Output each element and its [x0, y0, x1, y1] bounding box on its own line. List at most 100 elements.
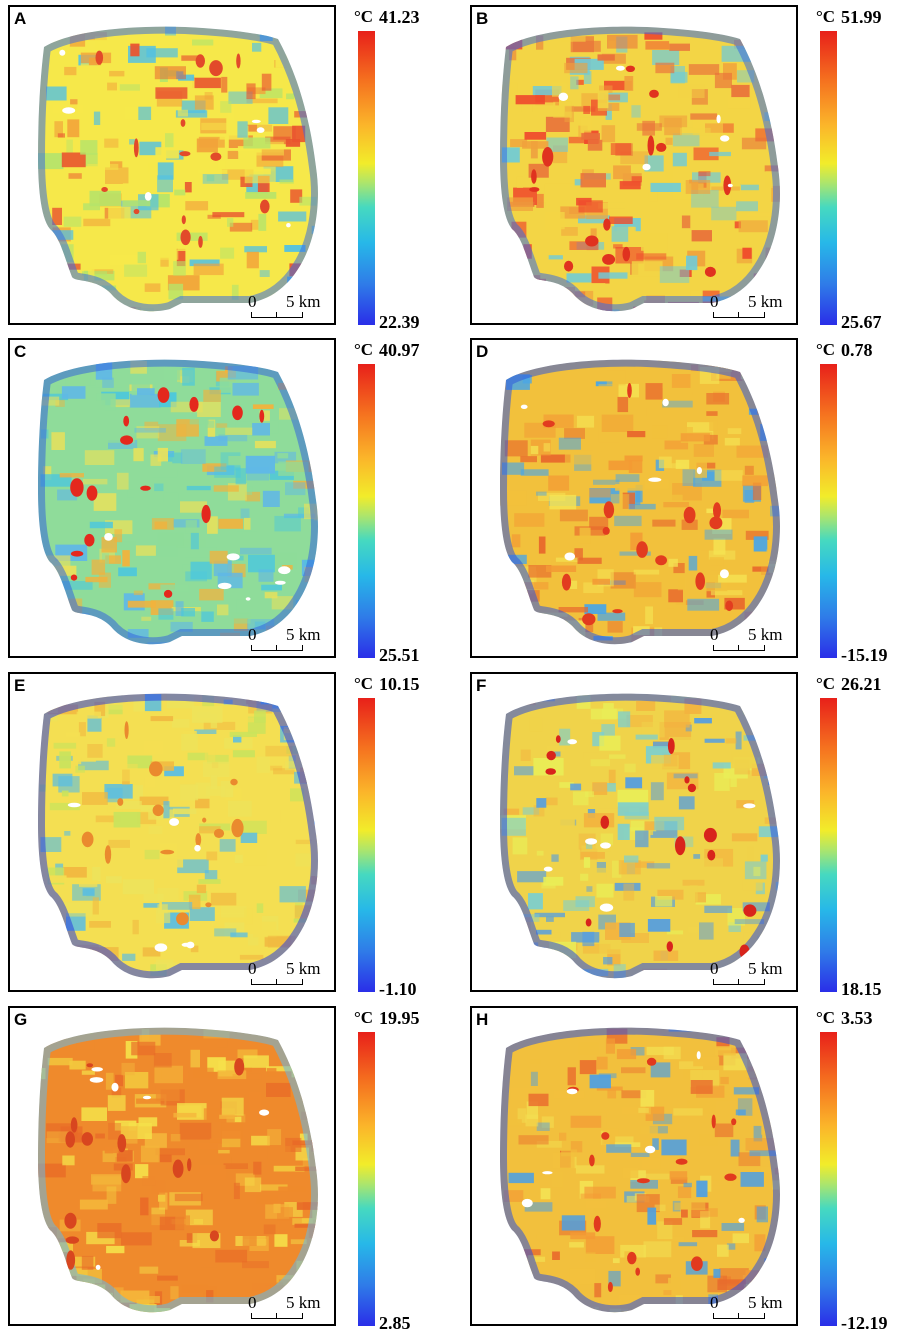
- temperature-cell: [599, 85, 613, 93]
- map-frame: G 0 5 km: [8, 1006, 336, 1326]
- temperature-cell: [157, 783, 167, 789]
- temperature-cell: [157, 1275, 178, 1281]
- hot-spot: [160, 849, 175, 855]
- scale-bar: 0 5 km: [704, 293, 794, 323]
- temperature-cell: [690, 1080, 713, 1094]
- temperature-cell: [144, 283, 161, 292]
- scale-tick: [764, 645, 765, 650]
- temperature-cell: [744, 465, 754, 475]
- hot-spot: [635, 1267, 640, 1276]
- temperature-cell: [540, 454, 571, 463]
- temperature-cell: [105, 1072, 114, 1090]
- temperature-cell: [633, 306, 647, 312]
- temperature-cell: [741, 137, 767, 150]
- scale-bar: 0 5 km: [242, 960, 332, 990]
- temperature-cell: [617, 396, 629, 413]
- no-data-gap: [719, 569, 729, 579]
- temperature-cell: [292, 1140, 314, 1146]
- temperature-cell: [227, 218, 234, 227]
- temperature-cell: [63, 216, 82, 227]
- temperature-cell: [776, 431, 780, 443]
- hot-spot: [703, 827, 717, 843]
- temperature-cell: [197, 169, 228, 174]
- temperature-cell: [685, 180, 711, 194]
- temperature-cell: [601, 724, 615, 737]
- temperature-cell: [143, 893, 164, 902]
- no-data-gap: [67, 802, 81, 808]
- temperature-cell: [581, 133, 600, 140]
- colorbar-min: 22.39: [379, 312, 420, 332]
- temperature-cell: [225, 788, 242, 801]
- no-data-gap: [696, 1051, 701, 1060]
- temperature-cell: [248, 704, 273, 714]
- no-data-gap: [720, 135, 730, 142]
- temperature-cell: [529, 717, 543, 732]
- temperature-cell: [286, 93, 295, 100]
- temperature-cell: [246, 251, 259, 269]
- hot-spot: [195, 54, 205, 68]
- temperature-cell: [265, 136, 291, 145]
- temperature-cell: [583, 813, 615, 828]
- temperature-cell: [558, 437, 581, 450]
- hot-spot: [95, 50, 104, 65]
- colorbar-unit: °C: [354, 340, 374, 359]
- scale-line: [251, 317, 303, 318]
- panel-d: D 0 5 km °C 0.78 -15.19: [470, 338, 900, 665]
- temperature-cell: [773, 422, 780, 427]
- temperature-cell: [665, 169, 673, 182]
- temperature-cell: [261, 73, 272, 91]
- temperature-cell: [151, 470, 178, 478]
- temperature-cell: [301, 1218, 313, 1224]
- temperature-cell: [706, 1180, 738, 1186]
- temperature-cell: [280, 1032, 288, 1042]
- hot-spot: [582, 613, 596, 626]
- colorbar-max: 19.95: [379, 1008, 420, 1028]
- temperature-cell: [313, 584, 318, 594]
- temperature-cell: [47, 1057, 73, 1066]
- temperature-cell: [693, 1056, 720, 1067]
- temperature-cell: [606, 370, 626, 386]
- hot-spot: [731, 1118, 737, 1126]
- temperature-cell: [628, 503, 656, 510]
- temperature-cell: [538, 492, 566, 501]
- temperature-cell: [645, 383, 663, 400]
- temperature-cell: [738, 220, 768, 233]
- temperature-cell: [78, 722, 86, 737]
- temperature-cell: [593, 1311, 606, 1313]
- temperature-cell: [518, 1135, 549, 1145]
- temperature-cell: [609, 754, 626, 759]
- temperature-cell: [610, 572, 636, 589]
- temperature-cell: [41, 1288, 66, 1299]
- temperature-cell: [81, 1070, 95, 1075]
- temperature-cell: [118, 567, 137, 577]
- temperature-cell: [664, 710, 690, 728]
- hot-spot: [210, 152, 222, 161]
- temperature-cell: [692, 118, 723, 136]
- colorbar-unit: °C: [354, 7, 374, 26]
- temperature-cell: [49, 802, 80, 811]
- temperature-cell: [69, 1249, 84, 1255]
- temperature-cell: [603, 957, 613, 965]
- hot-spot: [176, 912, 189, 926]
- temperature-cell: [136, 426, 160, 439]
- temperature-cell: [161, 902, 193, 910]
- temperature-cell: [530, 1059, 541, 1064]
- hot-spot: [704, 266, 716, 277]
- temperature-cell: [61, 386, 86, 399]
- temperature-cell: [198, 1142, 221, 1150]
- temperature-cell: [598, 272, 628, 279]
- temperature-cell: [646, 1046, 674, 1056]
- temperature-cell: [673, 563, 685, 574]
- temperature-cell: [116, 132, 130, 150]
- temperature-cell: [552, 1251, 560, 1260]
- temperature-cell: [510, 271, 533, 280]
- colorbar-min: 18.15: [841, 979, 882, 999]
- temperature-cell: [202, 761, 230, 777]
- temperature-cell: [217, 160, 226, 170]
- temperature-cell: [536, 929, 552, 935]
- colorbar-unit: °C: [816, 1008, 836, 1027]
- temperature-cell: [526, 1101, 538, 1119]
- temperature-cell: [301, 1088, 318, 1103]
- temperature-cell: [615, 1136, 634, 1145]
- temperature-cell: [296, 1031, 309, 1035]
